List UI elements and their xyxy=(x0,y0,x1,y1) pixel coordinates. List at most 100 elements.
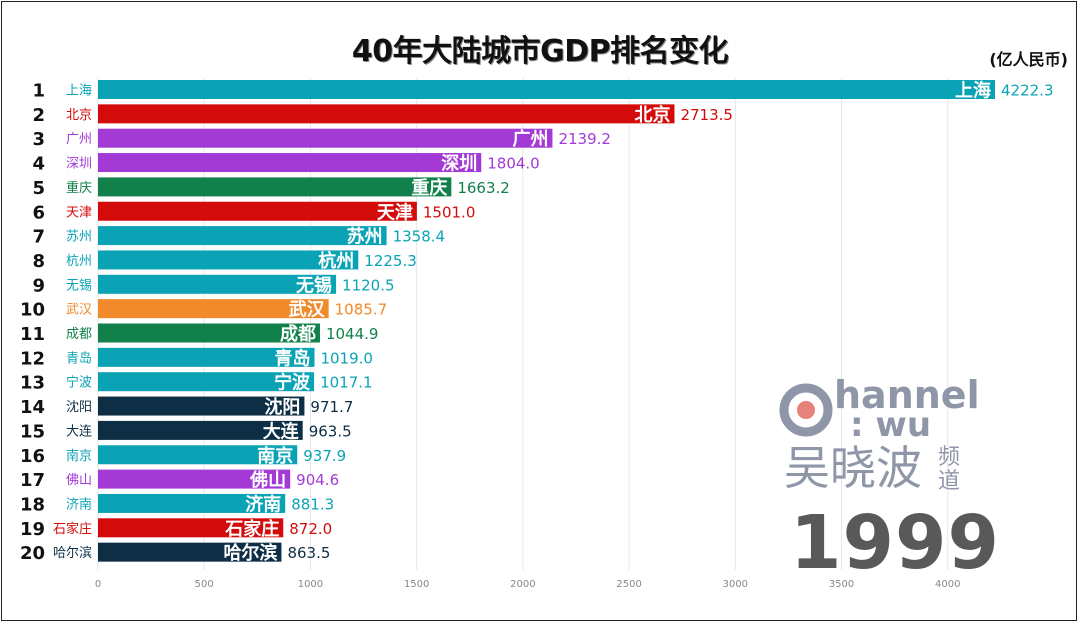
value-label: 4222.3 xyxy=(1001,82,1054,100)
city-axis-label: 成都 xyxy=(66,327,92,342)
logo-text-pin: 频 xyxy=(938,445,960,470)
value-label: 904.6 xyxy=(296,471,339,489)
bar xyxy=(98,128,553,148)
rank-label: 6 xyxy=(32,202,45,223)
x-tick-label: 1000 xyxy=(298,579,323,590)
value-label: 872.0 xyxy=(289,520,332,538)
rank-label: 12 xyxy=(20,348,45,369)
logo-text-wu: : wu xyxy=(850,405,931,445)
city-axis-label: 杭州 xyxy=(66,254,92,269)
x-tick-label: 3000 xyxy=(723,579,748,590)
bar xyxy=(98,372,315,392)
city-axis-label: 佛山 xyxy=(66,473,92,488)
city-axis-label: 武汉 xyxy=(66,303,92,318)
bar xyxy=(98,518,284,538)
rank-label: 3 xyxy=(32,129,45,150)
rank-label: 2 xyxy=(32,105,45,126)
value-label: 1120.5 xyxy=(342,276,395,294)
city-axis-label: 济南 xyxy=(66,496,92,512)
bar xyxy=(98,80,995,99)
channel-wu-logo: hannel : wu 吴晓波 频 道 xyxy=(779,373,978,495)
x-tick-label: 3500 xyxy=(829,579,854,590)
bar-city-label: 无锡 xyxy=(296,274,332,296)
bar-city-label: 上海 xyxy=(955,80,991,102)
city-axis-label: 石家庄 xyxy=(53,521,92,537)
bar-city-label: 苏州 xyxy=(347,226,383,248)
bar xyxy=(98,299,329,319)
bar xyxy=(98,396,305,416)
rank-label: 5 xyxy=(32,178,45,199)
rank-label: 17 xyxy=(20,470,45,491)
rank-label: 4 xyxy=(32,154,45,175)
value-label: 971.7 xyxy=(310,398,353,416)
city-axis-label: 广州 xyxy=(66,132,92,147)
rank-label: 1 xyxy=(32,81,45,102)
value-label: 1017.1 xyxy=(320,374,373,392)
city-axis-label: 北京 xyxy=(66,108,92,123)
value-label: 1804.0 xyxy=(487,155,540,173)
value-label: 937.9 xyxy=(303,447,346,465)
value-label: 1085.7 xyxy=(335,301,388,319)
bar xyxy=(98,153,482,173)
bar-city-label: 深圳 xyxy=(441,153,477,175)
bar-city-label: 武汉 xyxy=(289,300,326,321)
x-tick-label: 2500 xyxy=(616,579,641,590)
bar-city-label: 石家庄 xyxy=(224,518,279,540)
bar xyxy=(98,542,282,562)
city-axis-label: 南京 xyxy=(66,448,92,464)
unit-label: (亿人民币) xyxy=(989,50,1068,69)
bar-city-label: 沈阳 xyxy=(264,396,300,418)
x-tick-label: 4000 xyxy=(935,579,960,590)
bar xyxy=(98,445,298,465)
rank-label: 20 xyxy=(20,543,45,564)
logo-dot-icon xyxy=(797,401,815,419)
bar xyxy=(98,177,452,197)
value-label: 2139.2 xyxy=(558,130,611,148)
bar-city-label: 哈尔滨 xyxy=(223,542,277,564)
value-label: 1501.0 xyxy=(423,203,476,221)
logo-text-cn: 吴晓波 xyxy=(784,441,922,495)
rank-label: 18 xyxy=(20,494,45,515)
value-label: 963.5 xyxy=(309,422,352,440)
rank-label: 10 xyxy=(20,300,45,321)
value-label: 1358.4 xyxy=(393,228,446,246)
rank-label: 13 xyxy=(20,373,45,394)
bar-city-label: 天津 xyxy=(377,201,413,223)
value-label: 1225.3 xyxy=(364,252,417,270)
rank-label: 15 xyxy=(20,421,45,442)
rank-label: 8 xyxy=(32,251,45,272)
rank-label: 7 xyxy=(32,227,45,248)
rank-label: 19 xyxy=(20,519,45,540)
bar-city-label: 济南 xyxy=(245,493,281,515)
value-label: 863.5 xyxy=(287,544,330,562)
bar xyxy=(98,274,337,294)
rank-label: 16 xyxy=(20,446,45,467)
value-label: 1019.0 xyxy=(320,349,373,367)
bar-city-label: 重庆 xyxy=(411,177,447,199)
city-axis-label: 上海 xyxy=(66,84,92,99)
bar xyxy=(98,347,315,367)
chart-title: 40年大陆城市GDP排名变化 xyxy=(351,34,729,69)
city-axis-label: 青岛 xyxy=(66,350,92,366)
city-axis-label: 深圳 xyxy=(66,157,92,172)
logo-text-dao: 道 xyxy=(938,469,960,494)
x-tick-label: 1500 xyxy=(404,579,429,590)
bar xyxy=(98,201,417,221)
city-axis-label: 天津 xyxy=(66,205,92,220)
city-axis-label: 宁波 xyxy=(66,375,92,391)
city-axis-label: 沈阳 xyxy=(66,400,92,415)
bar-city-label: 大连 xyxy=(263,420,300,442)
bar-city-label: 广州 xyxy=(512,128,548,150)
value-label: 1044.9 xyxy=(326,325,379,343)
bar-city-label: 杭州 xyxy=(318,250,354,272)
bar-city-label: 宁波 xyxy=(274,372,311,394)
city-axis-label: 无锡 xyxy=(66,278,92,293)
year-label: 1999 xyxy=(790,500,1000,586)
bar-city-label: 北京 xyxy=(634,104,670,126)
city-axis-label: 大连 xyxy=(66,423,92,439)
bar xyxy=(98,323,320,343)
bar xyxy=(98,226,387,246)
logo-ring-icon xyxy=(779,383,833,437)
bar xyxy=(98,493,286,513)
city-axis-label: 苏州 xyxy=(66,229,92,245)
